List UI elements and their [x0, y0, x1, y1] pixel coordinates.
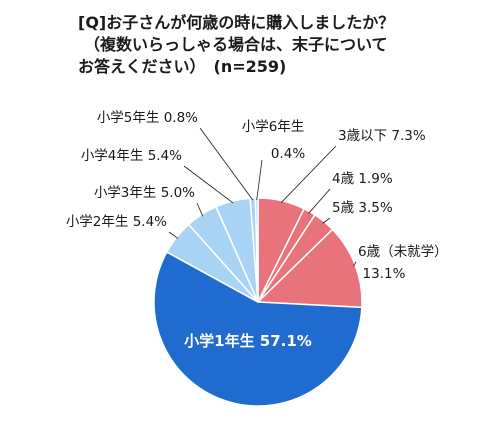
slice-label-3-line-0: 6歳（未就学）: [358, 244, 448, 260]
slice-label-2: 5歳 3.5%: [332, 200, 393, 216]
leader-line-6: [196, 202, 204, 217]
slice-label-4: 小学1年生 57.1%: [184, 332, 312, 350]
chart-title: [Q]お子さんが何歳の時に購入しましたか？ （複数いらっしゃる場合は、末子につい…: [78, 12, 394, 78]
title-line-2: （複数いらっしゃる場合は、末子について: [84, 35, 388, 54]
leader-line-7: [183, 165, 234, 204]
slice-label-3-line-1: 13.1%: [363, 266, 406, 282]
pie-slice-4: [153, 250, 363, 407]
pie-slice-3: [256, 228, 363, 309]
slice-label-7: 小学4年生 5.4%: [81, 148, 182, 164]
leader-line-3: [353, 261, 357, 267]
leader-line-1: [308, 188, 331, 214]
title-line-1: [Q]お子さんが何歳の時に購入しましたか？: [78, 13, 395, 32]
leader-line-9: [256, 159, 263, 201]
slice-label-9-line-1: 0.4%: [271, 146, 305, 162]
slice-label-5: 小学2年生 5.4%: [66, 214, 167, 230]
slice-label-8: 小学5年生 0.8%: [97, 110, 198, 126]
leader-line-8: [199, 127, 254, 201]
leader-line-2: [322, 217, 331, 224]
slice-label-9-line-0: 小学6年生: [242, 119, 305, 135]
leader-line-5: [168, 231, 179, 239]
slice-label-1: 4歳 1.9%: [332, 171, 393, 187]
leader-line-0: [280, 145, 337, 203]
slice-label-6: 小学3年生 5.0%: [94, 185, 195, 201]
slice-label-0: 3歳以下 7.3%: [338, 128, 426, 144]
title-line-3: お答えください） (n=259): [78, 57, 287, 76]
